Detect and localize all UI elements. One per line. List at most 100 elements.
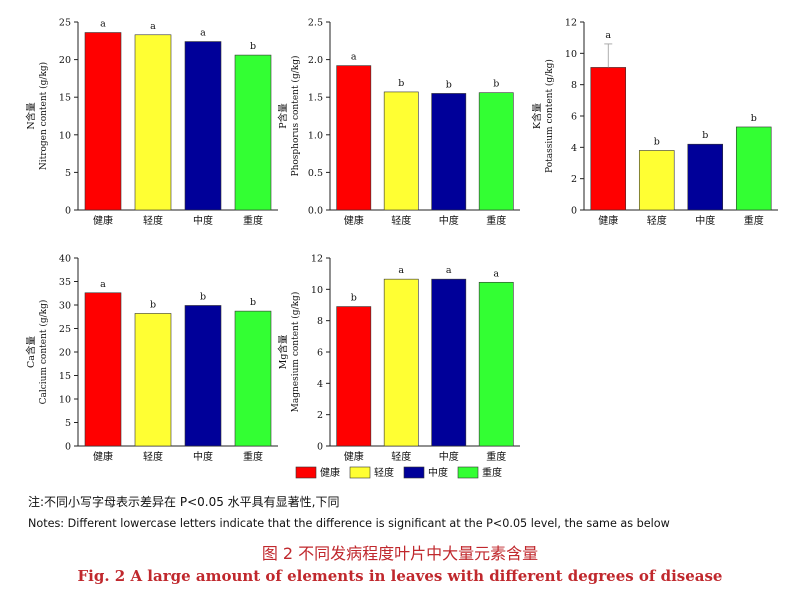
legend-label: 轻度 <box>374 466 394 479</box>
significance-letter: b <box>446 79 452 90</box>
y-tick-label: 12 <box>565 18 577 29</box>
y-tick-label: 0.0 <box>308 206 323 217</box>
y-axis-label-chinese: Ca含量 <box>25 336 37 368</box>
y-tick-label: 4 <box>317 379 323 390</box>
legend-label: 中度 <box>428 466 448 479</box>
significance-letter: a <box>150 21 156 32</box>
x-tick-label: 重度 <box>243 450 263 463</box>
x-tick-label: 健康 <box>598 214 618 227</box>
x-tick-label: 健康 <box>93 450 113 463</box>
y-tick-label: 5 <box>65 168 71 179</box>
bar <box>687 143 724 211</box>
significance-letter: a <box>200 28 206 39</box>
y-axis-label-english: Calcium content (g/kg) <box>38 300 49 405</box>
y-tick-label: 2 <box>571 174 577 185</box>
legend-swatch <box>457 466 479 479</box>
y-tick-label: 0 <box>317 442 323 453</box>
legend-label: 重度 <box>482 466 502 479</box>
y-tick-label: 0.5 <box>308 168 323 179</box>
y-tick-label: 10 <box>59 395 71 406</box>
x-tick-label: 轻度 <box>391 214 411 227</box>
y-tick-label: 0 <box>571 206 577 217</box>
legend-label: 健康 <box>320 466 340 479</box>
y-tick-label: 0 <box>65 206 71 217</box>
bar <box>184 41 222 211</box>
bar <box>84 32 122 211</box>
significance-letter: b <box>351 293 357 304</box>
y-tick-label: 10 <box>59 130 71 141</box>
x-tick-label: 重度 <box>486 450 506 463</box>
bar <box>478 92 514 211</box>
y-tick-label: 20 <box>59 348 71 359</box>
note-chinese: 注:不同小写字母表示差异在 P<0.05 水平具有显著性,下同 <box>28 495 340 509</box>
y-tick-label: 8 <box>317 316 323 327</box>
significance-letter: a <box>446 265 452 276</box>
y-tick-label: 40 <box>59 254 71 265</box>
x-tick-label: 中度 <box>439 450 459 463</box>
x-tick-label: 中度 <box>193 450 213 463</box>
y-tick-label: 2.0 <box>308 55 323 66</box>
y-axis-label-english: Potassium content (g/kg) <box>544 59 555 173</box>
y-axis-label-english: Nitrogen content (g/kg) <box>38 62 49 170</box>
legend-swatch <box>403 466 425 479</box>
y-tick-label: 10 <box>565 49 577 60</box>
figure-caption-english: Fig. 2 A large amount of elements in lea… <box>77 567 723 585</box>
significance-letter: a <box>100 19 106 30</box>
significance-letter: b <box>654 136 660 147</box>
y-tick-label: 25 <box>59 18 71 29</box>
x-tick-label: 中度 <box>695 214 715 227</box>
y-tick-label: 25 <box>59 324 71 335</box>
bar <box>84 292 122 447</box>
y-axis-label-english: Phosphorus content (g/kg) <box>290 56 301 177</box>
y-tick-label: 1.0 <box>308 130 323 141</box>
y-tick-label: 35 <box>59 277 71 288</box>
bar <box>184 305 222 447</box>
y-tick-label: 8 <box>571 80 577 91</box>
bar <box>431 93 467 211</box>
figure-caption-chinese: 图 2 不同发病程度叶片中大量元素含量 <box>261 544 539 563</box>
x-tick-label: 轻度 <box>143 450 163 463</box>
significance-letter: a <box>605 30 611 41</box>
y-tick-label: 2.5 <box>308 18 323 29</box>
legend-swatch <box>295 466 317 479</box>
significance-letter: b <box>398 78 404 89</box>
y-tick-label: 5 <box>65 418 71 429</box>
x-tick-label: 健康 <box>344 214 364 227</box>
bar <box>234 310 272 447</box>
bar <box>336 65 372 211</box>
y-axis-label-chinese: P含量 <box>277 103 289 129</box>
significance-letter: b <box>493 79 499 90</box>
significance-letter: a <box>100 279 106 290</box>
bar <box>234 54 272 211</box>
significance-letter: b <box>702 130 708 141</box>
x-tick-label: 轻度 <box>647 214 667 227</box>
y-tick-label: 12 <box>311 254 323 265</box>
x-tick-label: 健康 <box>93 214 113 227</box>
x-tick-label: 中度 <box>439 214 459 227</box>
y-axis-label-english: Magnesium content (g/kg) <box>290 292 301 413</box>
y-tick-label: 6 <box>317 348 323 359</box>
bar <box>431 278 467 447</box>
y-axis-label-chinese: K含量 <box>531 102 543 129</box>
y-tick-label: 1.5 <box>308 93 323 104</box>
y-axis-label-chinese: N含量 <box>25 102 37 130</box>
significance-letter: a <box>351 52 357 63</box>
note-english: Notes: Different lowercase letters indic… <box>28 517 670 530</box>
x-tick-label: 健康 <box>344 450 364 463</box>
bar <box>478 281 514 447</box>
bar <box>134 34 172 211</box>
y-tick-label: 4 <box>571 143 577 154</box>
x-tick-label: 重度 <box>243 214 263 227</box>
bar <box>383 278 419 447</box>
bar <box>336 306 372 447</box>
y-tick-label: 30 <box>59 301 71 312</box>
x-tick-label: 重度 <box>486 214 506 227</box>
x-tick-label: 轻度 <box>143 214 163 227</box>
legend-swatch <box>349 466 371 479</box>
y-tick-label: 20 <box>59 55 71 66</box>
y-tick-label: 10 <box>311 285 323 296</box>
y-tick-label: 15 <box>59 93 71 104</box>
bar <box>638 150 675 211</box>
significance-letter: b <box>250 297 256 308</box>
